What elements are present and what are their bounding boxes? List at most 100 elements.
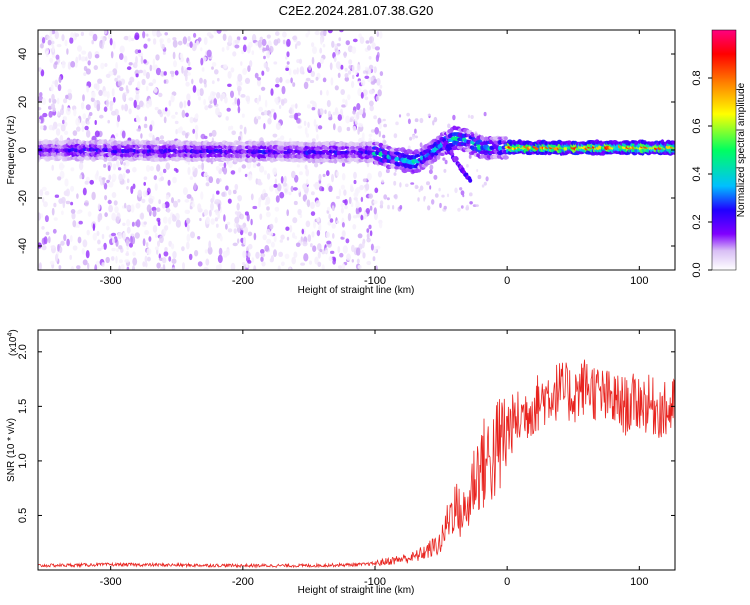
spectrogram-speckle (228, 189, 232, 196)
spectrogram-speckle (218, 112, 223, 116)
spectrogram-speckle (217, 254, 223, 264)
spectrogram-speckle (355, 201, 360, 209)
spectrogram-speckle (285, 56, 288, 60)
spectrogram-speckle (90, 97, 95, 103)
spectrogram-speckle (124, 259, 130, 263)
spectrogram-speckle (262, 234, 267, 241)
spectrogram-speckle (55, 54, 60, 60)
spectrogram-speckle (144, 255, 148, 263)
spectrogram-speckle (352, 110, 356, 115)
spectrogram-speckle (61, 210, 64, 216)
spectrogram-speckle (175, 168, 179, 173)
spectrogram-speckle (260, 256, 264, 263)
spectrogram-speckle (44, 215, 49, 223)
spectrogram-speckle (186, 66, 192, 71)
spectrogram-speckle (152, 225, 158, 233)
spectrogram-speckle (278, 105, 282, 109)
spectrogram-speckle (155, 67, 162, 76)
spectrogram-speckle (369, 36, 373, 44)
spectrogram-speckle (96, 170, 99, 177)
spectrogram-speckle (194, 167, 198, 175)
spectrogram-speckle (328, 256, 333, 262)
spectrogram-speckle (281, 99, 285, 106)
spectrogram-speckle (123, 55, 128, 63)
spectrogram-speckle (132, 166, 137, 173)
spectrogram-speckle (244, 77, 251, 84)
spectrogram-speckle (211, 80, 215, 85)
figure-title: C2E2.2024.281.07.38.G20 (279, 3, 434, 18)
spectrogram-speckle (146, 248, 152, 255)
spectrogram-speckle (269, 258, 274, 263)
spectrogram-speckle (285, 67, 289, 72)
spectrogram-speckle (48, 110, 53, 118)
spectrogram-speckle (39, 92, 43, 97)
spectrogram-speckle (111, 247, 116, 252)
spectrogram-speckle (115, 216, 120, 224)
spectrogram-speckle (126, 226, 131, 234)
spectrogram-speckle (86, 229, 90, 236)
spectrogram-ridge-cell (671, 140, 675, 145)
spectrogram-speckle (279, 76, 283, 83)
spectrogram-speckle (100, 62, 105, 70)
spectrogram-speckle (221, 166, 225, 172)
spectrogram-speckle (354, 117, 358, 125)
spectrogram-speckle (351, 46, 357, 54)
spectrogram-speckle (274, 206, 280, 212)
spectrogram-speckle (275, 195, 280, 203)
spectrogram-speckle (124, 202, 127, 209)
spectrogram-speckle (197, 37, 202, 42)
spectrogram-speckle (191, 203, 196, 208)
spectrogram-speckle (148, 82, 154, 87)
spectrogram-speckle (193, 32, 197, 38)
spectrogram-speckle (294, 112, 299, 121)
spectrogram-speckle (163, 116, 167, 124)
spectrogram-speckle (142, 69, 147, 76)
spectrogram-speckle (356, 111, 360, 120)
spectrogram-speckle (311, 107, 316, 111)
spectrogram-speckle (407, 118, 411, 125)
spectrogram-speckle (302, 183, 307, 190)
spectrogram-speckle (80, 120, 86, 126)
spectrogram-speckle (259, 213, 263, 220)
spectrogram-speckle (218, 162, 224, 167)
spectrogram-speckle (128, 62, 133, 66)
spectrogram-ridge-cell (502, 155, 509, 160)
spectrogram-speckle (379, 31, 383, 39)
spectrogram-speckle (80, 56, 86, 62)
spectrogram-speckle (97, 247, 102, 252)
spectrogram-speckle (317, 261, 322, 267)
spectrogram-speckle (130, 37, 135, 42)
spectrogram-speckle (333, 56, 337, 63)
spectrogram-speckle (58, 162, 64, 171)
spectrogram-speckle (97, 78, 103, 84)
spectrogram-speckle (266, 238, 272, 244)
spectrogram-speckle (102, 177, 105, 186)
x-tick-label: 100 (630, 275, 648, 287)
spectrogram-speckle (315, 124, 319, 133)
spectrogram-speckle (470, 115, 474, 119)
spectrogram-speckle (182, 262, 185, 270)
spectrogram-speckle (281, 261, 285, 267)
spectrogram-speckle (73, 108, 77, 117)
spectrogram-speckle (305, 220, 311, 228)
spectrogram-speckle (120, 264, 125, 270)
spectrogram-speckle (107, 199, 112, 205)
spectrogram-speckle (203, 171, 208, 177)
spectrogram-speckle (109, 38, 113, 46)
spectrogram-speckle (289, 225, 293, 233)
spectrogram-speckle (334, 43, 338, 49)
spectrogram-speckle (257, 39, 262, 48)
spectrogram-speckle (169, 70, 175, 75)
spectrogram-speckle (45, 231, 50, 236)
spectrogram-speckle (244, 173, 248, 178)
spectrogram-speckle (96, 103, 101, 112)
spectrogram-speckle (56, 97, 60, 105)
spectrogram-speckle (317, 108, 321, 117)
spectrogram-speckle (154, 246, 159, 251)
spectrogram-speckle (429, 185, 432, 190)
spectrogram-speckle (186, 224, 190, 232)
spectrogram-speckle (322, 173, 326, 178)
spectrogram-speckle (368, 89, 375, 95)
spectrogram-speckle (319, 57, 324, 65)
